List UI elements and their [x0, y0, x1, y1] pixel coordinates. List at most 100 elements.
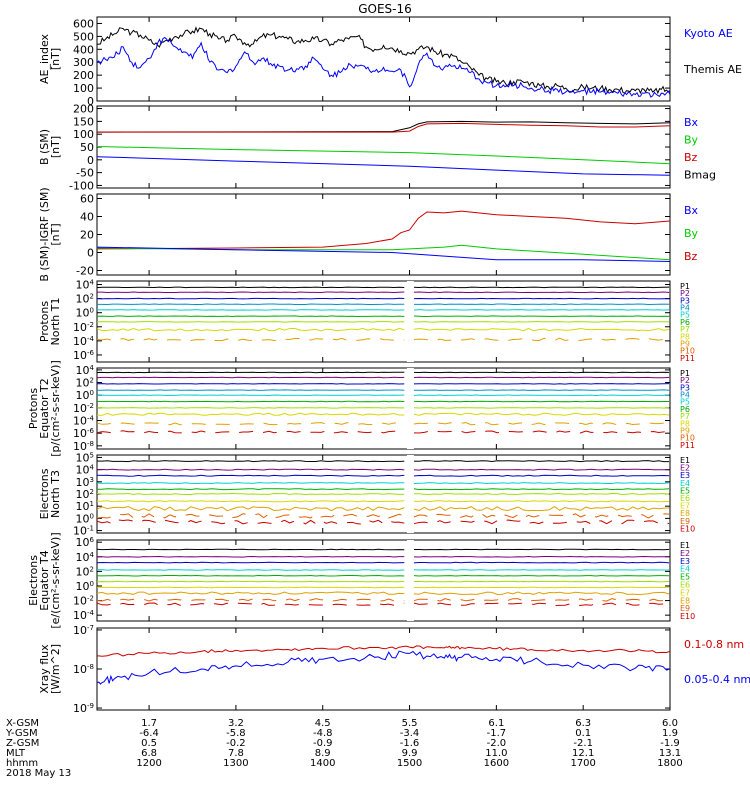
y-tick-label: 10-2	[73, 321, 94, 334]
panel-frame	[96, 367, 671, 450]
x-row-value: -5.8	[226, 728, 246, 739]
x-row-value: -3.4	[400, 728, 420, 739]
panel-data	[97, 286, 670, 342]
channel-line	[413, 376, 670, 379]
channel-line	[97, 598, 405, 602]
x-row-value: 6.3	[575, 718, 591, 729]
legend-entry: Themis AE	[683, 63, 742, 76]
y-tick-label: 10-4	[73, 415, 95, 428]
y-axis-label-line: North T1	[49, 298, 62, 346]
x-row-value: 1.7	[141, 718, 157, 729]
legend-entry: 0.1-0.8 nm	[684, 638, 744, 651]
x-row-value: 8.9	[315, 748, 331, 759]
channel-line	[413, 291, 670, 294]
y-axis-label-line: Xray flux	[38, 644, 51, 694]
channel-line	[97, 460, 405, 463]
legend-entry: Bz	[684, 250, 698, 263]
y-tick-label: 600	[73, 17, 94, 30]
y-tick-label: 104	[76, 364, 95, 377]
y-axis-label-line: B (SM)-IGRF (SM)	[38, 187, 51, 281]
channel-line	[413, 321, 670, 323]
y-tick-label: 200	[73, 103, 94, 116]
channel-label: P2	[680, 289, 690, 298]
channel-line	[413, 519, 670, 525]
channel-label: P5	[680, 311, 690, 320]
y-tick-label: 150	[73, 115, 94, 128]
legend-entry: Kyoto AE	[684, 27, 733, 40]
channel-line	[97, 371, 405, 374]
legend-entry: By	[684, 227, 699, 240]
x-row-label: MLT	[6, 748, 26, 759]
y-tick-label: 106	[76, 536, 95, 549]
y-tick-label: 102	[76, 293, 94, 306]
x-row-value: 1500	[397, 758, 422, 769]
channel-label: E7	[680, 502, 690, 511]
panel-data	[97, 26, 670, 98]
y-tick-label: -50	[76, 167, 94, 180]
y-tick-label: 60	[80, 193, 94, 206]
channel-line	[97, 548, 405, 551]
legend-entry: Bx	[684, 204, 699, 217]
y-axis-label-line: [e/(cm²-s-sr-keV)]	[49, 532, 62, 628]
series-line	[97, 120, 670, 133]
y-tick-label: 102	[76, 565, 94, 578]
channel-line	[97, 561, 405, 564]
channel-label: P1	[680, 282, 690, 291]
x-row-value: 7.8	[228, 748, 244, 759]
channel-label: P11	[680, 354, 695, 363]
y-tick-label: 10-7	[73, 624, 94, 637]
y-tick-label: 100	[76, 512, 94, 525]
channel-line	[97, 412, 405, 416]
x-row-value: 1400	[310, 758, 335, 769]
legend-entry: 0.05-0.4 nm	[684, 673, 750, 686]
channel-line	[413, 422, 670, 426]
channel-label: P8	[680, 332, 690, 341]
series-line	[97, 645, 670, 657]
y-tick-label: 0	[87, 95, 94, 108]
channel-label: E9	[680, 517, 690, 526]
series-line	[97, 246, 670, 262]
series-line	[97, 26, 670, 95]
x-date: 2018 May 13	[6, 768, 71, 779]
y-tick-label: 300	[73, 56, 94, 69]
panel-frame	[96, 105, 671, 189]
channel-label: E3	[680, 557, 690, 566]
panel-data	[97, 120, 670, 176]
channel-line	[413, 460, 670, 463]
y-axis-label-line: [nT]	[49, 48, 62, 70]
channel-label: P6	[680, 318, 690, 327]
x-row-value: -4.8	[313, 728, 333, 739]
channel-line	[413, 286, 670, 289]
channel-label: P1	[680, 369, 690, 378]
series-line	[97, 650, 670, 685]
y-tick-label: 100	[76, 580, 94, 593]
channel-label: P8	[680, 419, 690, 428]
x-row-value: -1.9	[660, 738, 680, 749]
x-row-value: -0.2	[226, 738, 246, 749]
panel-data	[97, 210, 670, 262]
channel-label: E8	[680, 596, 690, 605]
channel-line	[97, 303, 405, 306]
channel-label: E5	[680, 573, 690, 582]
x-row-value: 4.5	[315, 718, 331, 729]
data-gap	[406, 281, 414, 362]
y-tick-label: 100	[73, 82, 94, 95]
x-row-label: Z-GSM	[6, 738, 39, 749]
y-tick-label: 105	[76, 451, 94, 464]
data-gap	[406, 540, 414, 621]
channel-line	[97, 430, 405, 434]
channel-line	[413, 389, 670, 391]
channel-line	[413, 555, 670, 558]
channel-line	[413, 561, 670, 564]
y-tick-label: 100	[76, 389, 94, 402]
channel-line	[97, 506, 405, 512]
y-axis-label-line: [nT]	[49, 223, 62, 245]
channel-line	[97, 500, 405, 503]
channel-line	[413, 591, 670, 596]
y-tick-label: 10-9	[73, 702, 94, 715]
data-gap	[406, 455, 414, 533]
channel-line	[413, 580, 670, 583]
y-axis-label-line: [nT]	[49, 136, 62, 158]
